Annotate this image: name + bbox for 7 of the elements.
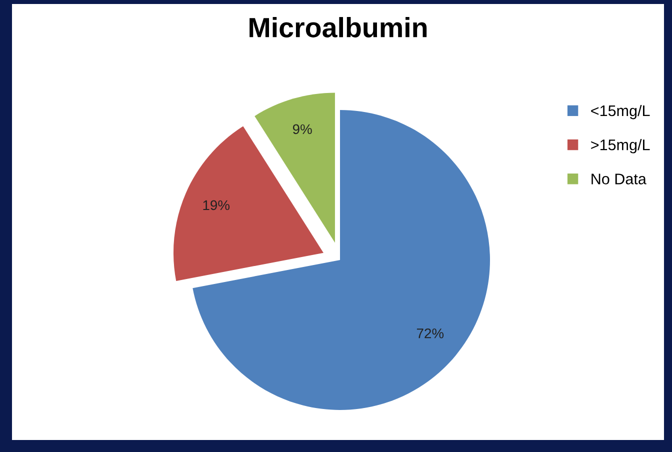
chart-title: Microalbumin — [250, 17, 427, 38]
data-label: 19% — [203, 200, 230, 210]
data-label: 72% — [416, 328, 444, 338]
legend-label: No Data — [592, 174, 646, 184]
legend-label: <15mg/L — [591, 104, 650, 120]
legend-label: >15mg/L — [591, 139, 650, 154]
data-label: 9% — [292, 124, 312, 134]
